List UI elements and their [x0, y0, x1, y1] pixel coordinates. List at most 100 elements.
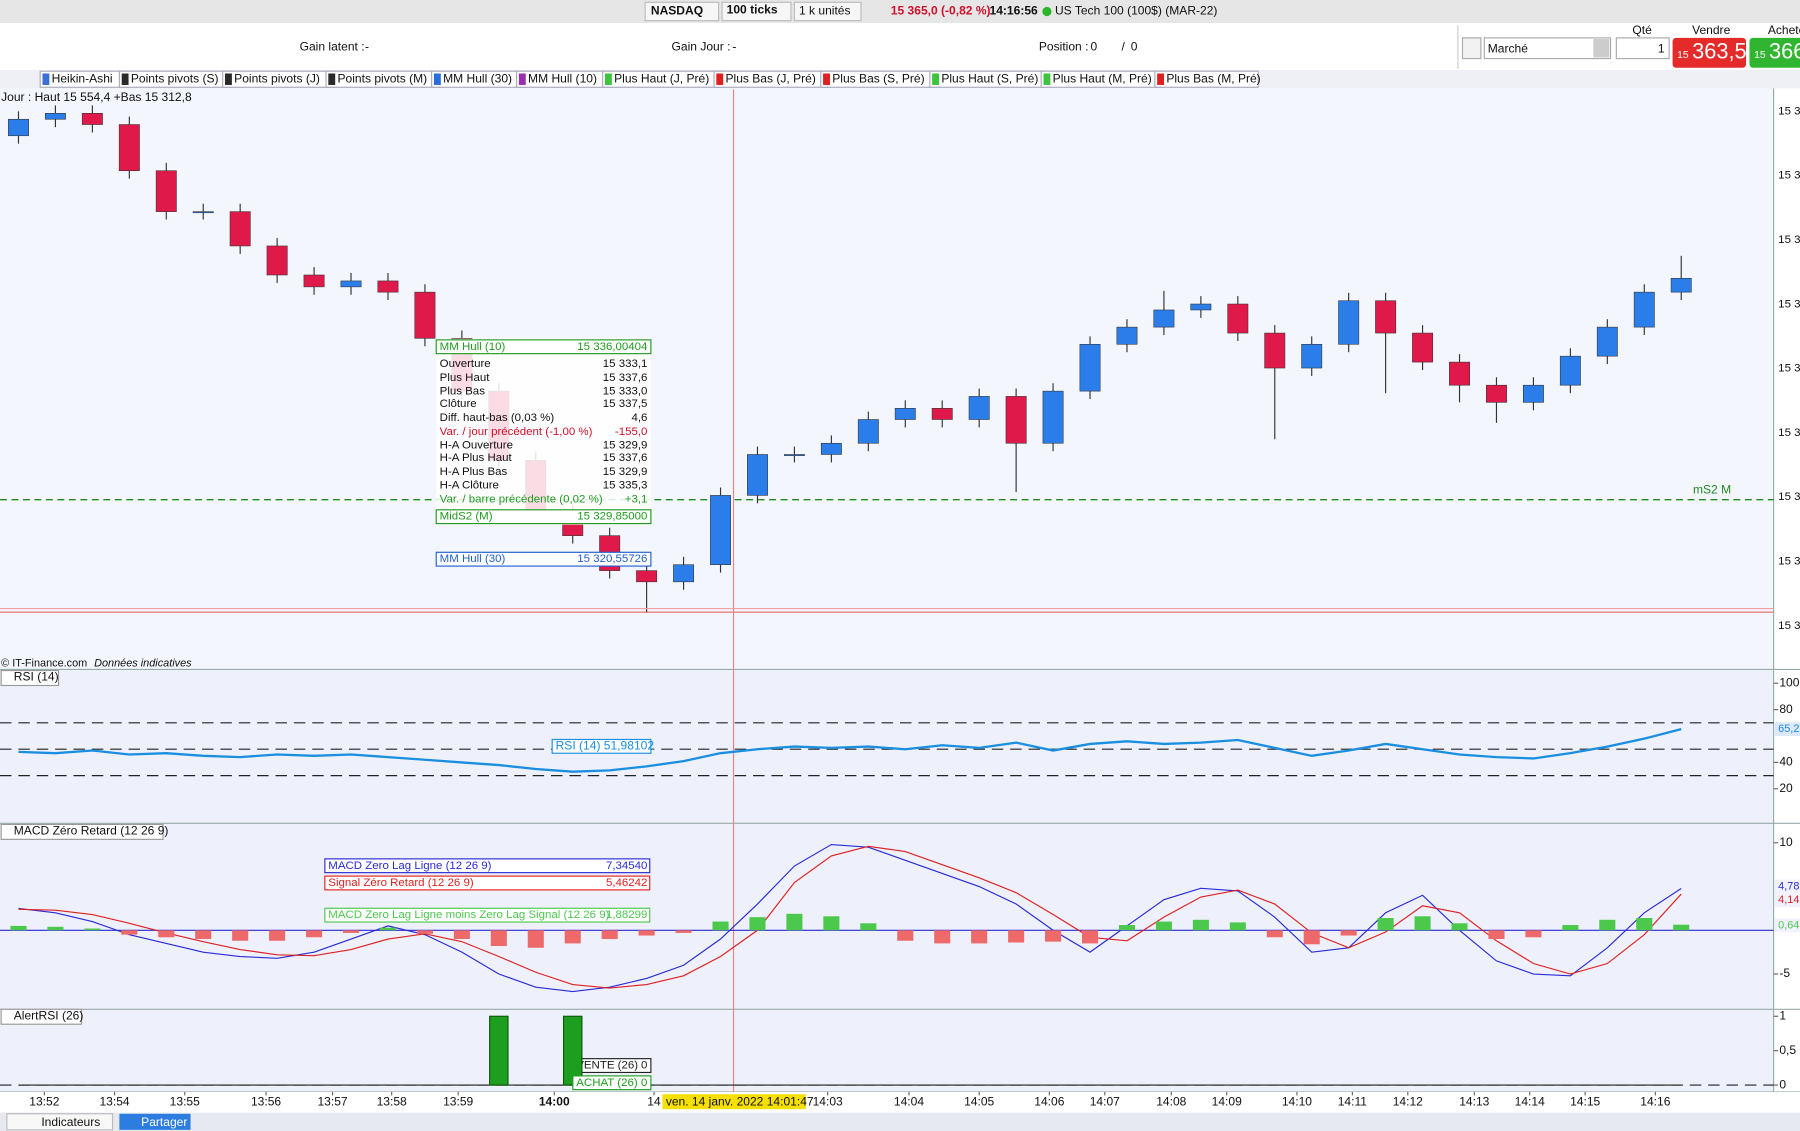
candle-body — [894, 408, 916, 420]
histogram-bar — [712, 921, 729, 931]
histogram-bar — [1636, 918, 1653, 931]
candle-body — [1449, 361, 1470, 386]
panel-title: AlertRSI (26) — [14, 1008, 84, 1022]
histogram-bar — [1155, 921, 1172, 931]
x-tick-label: 14:11 — [1338, 1094, 1368, 1108]
tooltip-value: 15 320,55726 — [577, 553, 647, 565]
sell-button[interactable] — [1672, 37, 1747, 68]
indicators-button[interactable] — [6, 1113, 114, 1131]
histogram-bar — [1266, 930, 1283, 938]
units[interactable]: 1 k unités — [799, 4, 851, 18]
tooltip-row-box — [435, 339, 652, 355]
tag[interactable] — [1154, 70, 1259, 88]
x-tick-label: 14:16 — [1640, 1094, 1670, 1108]
qty-input[interactable] — [1615, 37, 1670, 60]
macd-line — [18, 845, 1682, 989]
alert-bar — [489, 1015, 509, 1086]
candle-body — [1412, 332, 1434, 363]
tooltip-value: 15 336,00404 — [577, 341, 648, 353]
x-tick-label: 13:59 — [443, 1094, 473, 1108]
gain-latent: - — [365, 39, 369, 53]
tooltip-label: Ouverture — [440, 358, 491, 370]
buy-button[interactable] — [1749, 37, 1800, 68]
last-label-box — [1774, 918, 1800, 933]
tag-label[interactable]: Plus Bas (S, Pré) — [832, 71, 924, 85]
gain-jour: - — [732, 39, 736, 53]
buy-prefix[interactable]: 15 — [1754, 50, 1766, 61]
histogram-bar — [1414, 916, 1431, 931]
tag-swatch — [121, 73, 129, 85]
sell-prefix[interactable]: 15 — [1677, 50, 1689, 61]
tooltip-row-box — [435, 551, 652, 567]
order-type-select[interactable] — [1483, 37, 1612, 60]
histogram-bar — [749, 917, 766, 931]
histogram-bar — [1451, 923, 1468, 931]
ticks-select[interactable] — [721, 1, 792, 22]
tag-label[interactable]: Plus Haut (J, Pré) — [614, 71, 709, 85]
top-bar — [0, 0, 1800, 23]
histogram-bar — [1525, 930, 1542, 938]
ticks[interactable]: 100 ticks — [727, 3, 778, 17]
legend-value: 0 — [641, 1077, 647, 1089]
candle-body — [1153, 309, 1175, 328]
histogram-bar — [1229, 922, 1246, 931]
candle-body — [1522, 384, 1544, 403]
time-axis — [0, 1091, 1800, 1113]
alert-bar — [562, 1015, 583, 1086]
indicators[interactable]: Indicateurs — [41, 1115, 100, 1129]
tooltip-row-box — [435, 509, 652, 525]
day-range: Jour : Haut 15 554,4 +Bas 15 312,8 — [1, 90, 192, 104]
gain-jour-label: Gain Jour : — [672, 39, 731, 53]
gain-latent-label: Gain latent : — [300, 39, 365, 53]
x-tick-label: 14:08 — [1156, 1094, 1186, 1108]
tag-label[interactable]: MM Hull (10) — [528, 71, 597, 85]
tag-label[interactable]: Points pivots (J) — [234, 71, 320, 85]
select-arrow[interactable] — [1593, 39, 1610, 58]
histogram-bar — [269, 930, 286, 941]
tag-label[interactable]: Points pivots (M) — [338, 71, 428, 85]
units-select[interactable] — [793, 1, 862, 22]
order-type[interactable]: Marché — [1488, 42, 1528, 56]
tool-button[interactable] — [1461, 37, 1482, 60]
tag-label[interactable]: Points pivots (S) — [131, 71, 219, 85]
legend-name: Signal Zéro Retard (12 26 9) — [328, 877, 474, 889]
tag-swatch — [518, 73, 526, 85]
tag-swatch — [716, 73, 724, 85]
share[interactable]: Partager — [141, 1115, 187, 1129]
tag-label[interactable]: MM Hull (30) — [443, 71, 512, 85]
histogram-bar — [860, 923, 877, 931]
tooltip-value: 15 335,3 — [603, 480, 648, 492]
market[interactable]: NASDAQ — [651, 4, 703, 18]
tag-label[interactable]: Heikin-Ashi — [52, 71, 113, 85]
x-tick-label: 14:04 — [894, 1094, 924, 1108]
candle-body — [155, 170, 177, 212]
tag-swatch — [604, 73, 612, 85]
tooltip-value: -155,0 — [615, 426, 648, 438]
x-tick-label: 14:05 — [964, 1094, 994, 1108]
qty[interactable]: 1 — [1658, 42, 1665, 56]
x-tick-label: 13:55 — [170, 1094, 200, 1108]
tag-label[interactable]: Plus Haut (M, Pré) — [1053, 71, 1152, 85]
legend-box — [324, 907, 651, 923]
candle-body — [1005, 396, 1027, 444]
sell-price[interactable]: 363,5 — [1692, 39, 1747, 64]
candle-body — [636, 570, 658, 583]
price-axis-label: 15 3 — [1778, 298, 1800, 310]
candle-body — [1042, 390, 1064, 444]
share-button[interactable] — [119, 1113, 191, 1130]
histogram-bar — [564, 930, 581, 944]
market-select[interactable] — [644, 1, 720, 22]
qty-label: Qté — [1632, 23, 1652, 37]
tag-label[interactable]: Plus Bas (J, Pré) — [726, 71, 816, 85]
candle-body — [1301, 343, 1323, 369]
x-tick-label: 14:03 — [813, 1094, 843, 1108]
histogram-bar — [675, 930, 692, 933]
tag-label[interactable]: Plus Bas (M, Pré) — [1166, 71, 1260, 85]
buy-price[interactable]: 366 — [1769, 39, 1800, 64]
price-axis-label: 15 3 — [1778, 105, 1800, 117]
x-tick-label: 14:06 — [1034, 1094, 1064, 1108]
tag-label[interactable]: Plus Haut (S, Pré) — [941, 71, 1038, 85]
legend-value: 1,88299 — [606, 909, 647, 921]
price-axis-label: 15 3 — [1778, 234, 1800, 246]
tooltip-value: 15 329,9 — [603, 466, 648, 478]
